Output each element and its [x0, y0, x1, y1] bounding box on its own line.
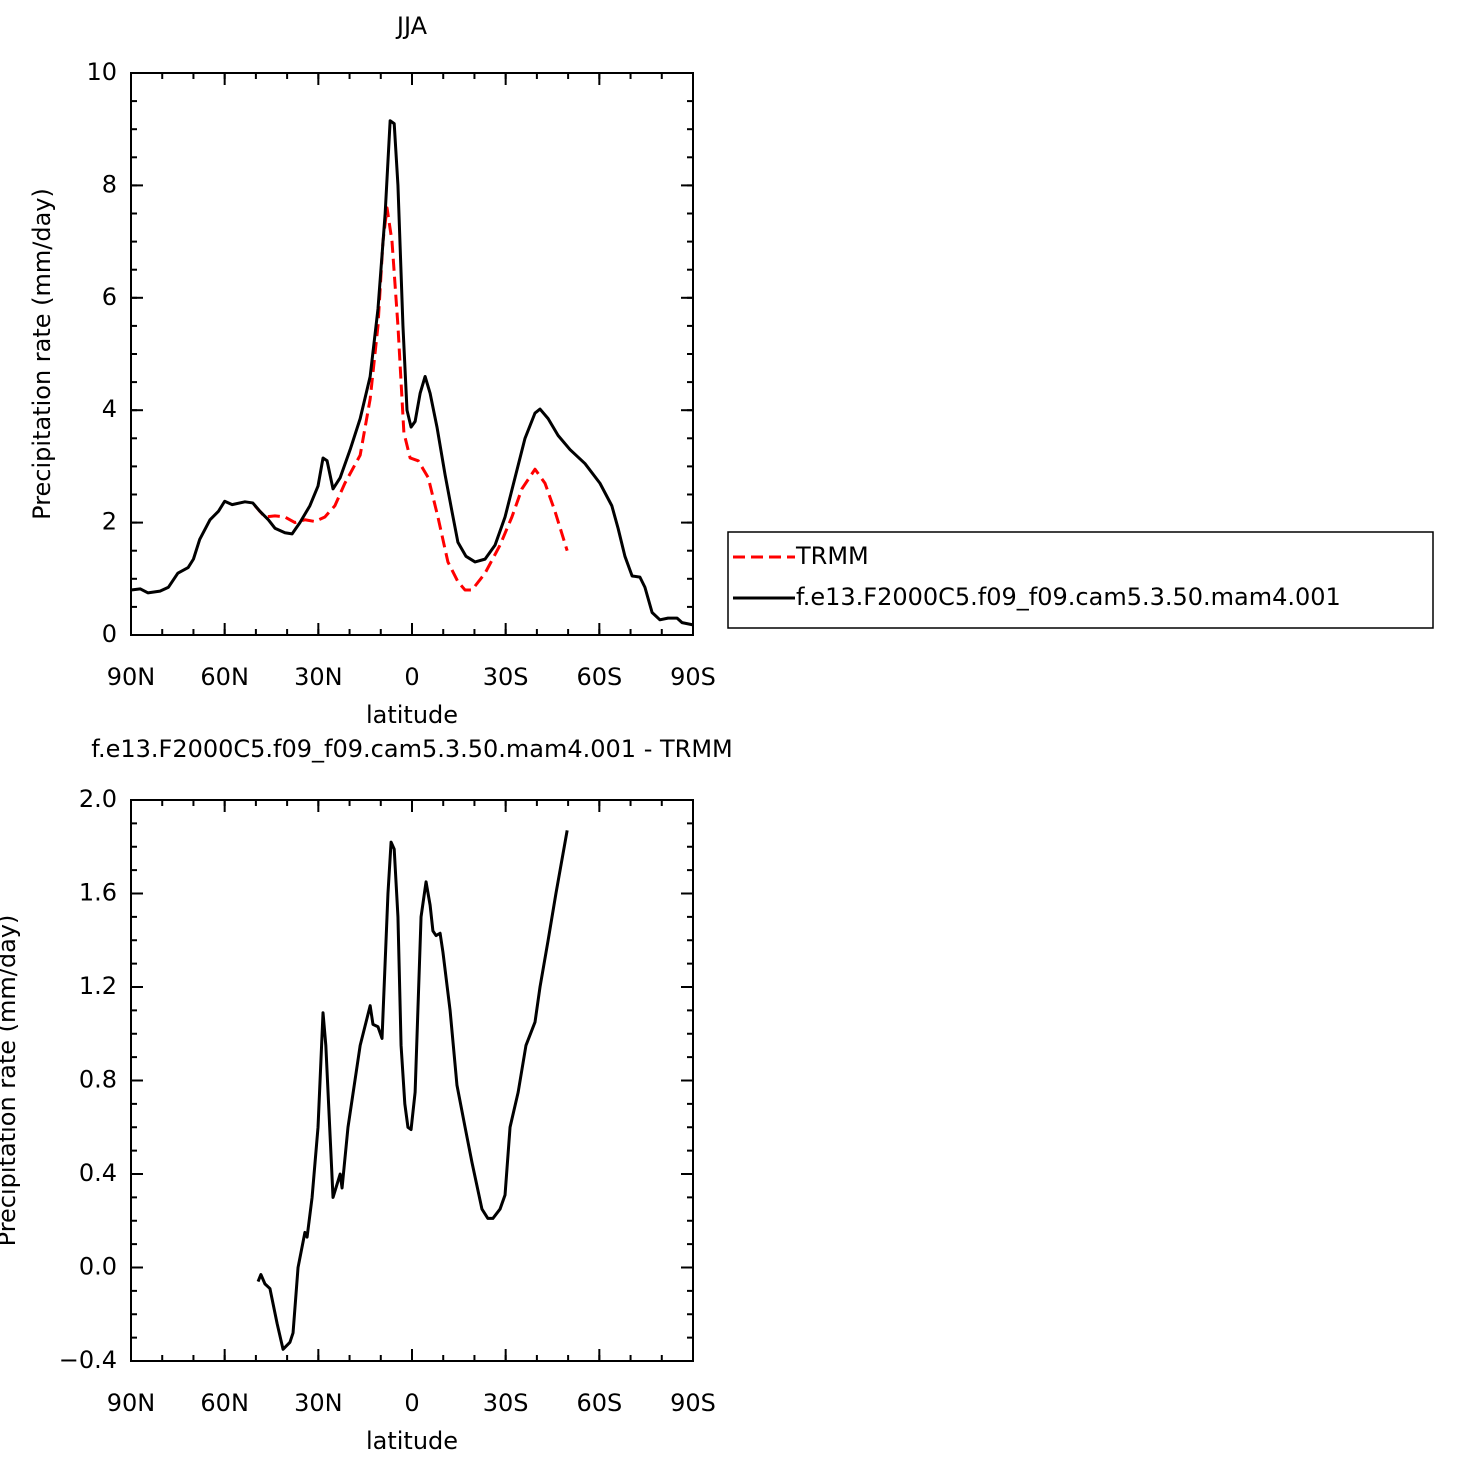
x-tick-label: 60N [200, 1389, 249, 1417]
x-tick-label: 60S [576, 663, 622, 691]
y-tick-label: 1.2 [79, 972, 117, 1000]
y-tick-label: 0.0 [79, 1253, 117, 1281]
y-tick-label: 0.4 [79, 1159, 117, 1187]
plot-frame [130, 72, 694, 636]
series-line [256, 830, 569, 1351]
y-tick-label: 2 [102, 508, 117, 536]
x-tick-label: 30N [294, 663, 343, 691]
x-tick-label: 30S [483, 663, 529, 691]
x-tick-label: 90N [107, 1389, 156, 1417]
chart-title: f.e13.F2000C5.f09_f09.cam5.3.50.mam4.001… [91, 735, 733, 763]
y-tick-label: 1.6 [79, 879, 117, 907]
y-tick-label: 4 [102, 395, 117, 423]
x-tick-label: 30S [483, 1389, 529, 1417]
series-line [253, 206, 569, 592]
x-axis-label: latitude [366, 701, 458, 729]
x-tick-label: 90S [670, 663, 716, 691]
y-tick-label: 8 [102, 170, 117, 198]
x-tick-label: 90N [107, 663, 156, 691]
y-axis-label: Precipitation rate (mm/day) [0, 915, 21, 1247]
x-tick-label: 0 [404, 1389, 419, 1417]
y-tick-label: 6 [102, 283, 117, 311]
legend-label: f.e13.F2000C5.f09_f09.cam5.3.50.mam4.001 [796, 583, 1341, 611]
x-tick-label: 60S [576, 1389, 622, 1417]
chart-title: JJA [395, 12, 428, 40]
x-tick-label: 90S [670, 1389, 716, 1417]
legend-label: TRMM [795, 542, 869, 570]
y-axis-label: Precipitation rate (mm/day) [28, 188, 56, 520]
y-tick-label: 0 [102, 620, 117, 648]
y-tick-label: 10 [86, 58, 117, 86]
x-axis-label: latitude [366, 1427, 458, 1455]
y-tick-label: 0.8 [79, 1066, 117, 1094]
plot-frame [130, 799, 694, 1362]
y-tick-label: 2.0 [79, 785, 117, 813]
x-tick-label: 0 [404, 663, 419, 691]
x-tick-label: 30N [294, 1389, 343, 1417]
legend-box [727, 531, 1434, 629]
series-line [130, 119, 694, 627]
x-tick-label: 60N [200, 663, 249, 691]
y-tick-label: −0.4 [59, 1346, 117, 1374]
